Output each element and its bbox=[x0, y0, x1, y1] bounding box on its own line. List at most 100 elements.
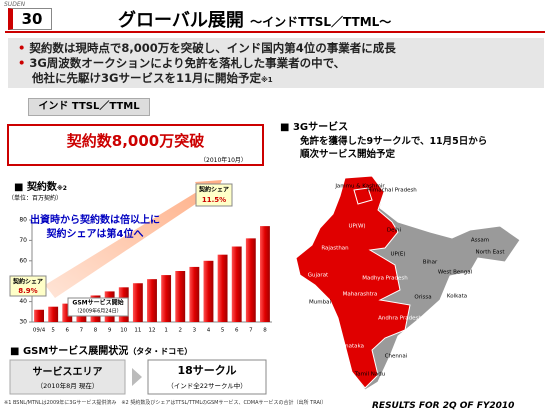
bar bbox=[34, 309, 44, 322]
map-label: Punjab bbox=[313, 196, 332, 202]
map-label: Madhya Pradesh bbox=[362, 276, 408, 282]
x-tick-label: 09/4 bbox=[33, 328, 46, 334]
logo: SUDEN bbox=[4, 1, 26, 8]
chart-title-note: ※2 bbox=[56, 185, 67, 192]
arrow-text: 契約シェアは第4位へ bbox=[47, 227, 144, 240]
share-value: 11.5% bbox=[202, 196, 226, 204]
x-tick-label: 7 bbox=[80, 328, 84, 334]
growth-arrow bbox=[45, 180, 222, 298]
bullet-line: • 契約数は現時点で8,000万を突破し、インド国内第4位の事業者に成長 bbox=[18, 41, 396, 56]
x-tick-label: 12 bbox=[149, 328, 156, 334]
map-label: UP(W) bbox=[348, 224, 365, 230]
page-number: 30 bbox=[8, 8, 52, 30]
bar bbox=[147, 279, 157, 322]
map-label: Karnataka bbox=[336, 344, 364, 350]
chart-title-text: 契約数 bbox=[26, 182, 57, 193]
area-arrow bbox=[132, 368, 142, 386]
gsm-heading-note: （タタ・ドコモ） bbox=[128, 347, 193, 356]
map-label: UP(E) bbox=[390, 252, 405, 258]
section-tab: インド TTSL／TTML bbox=[28, 98, 150, 116]
map-label: Haryana bbox=[306, 214, 329, 220]
area-label: サービスエリア bbox=[32, 367, 103, 378]
map-label: Gujarat bbox=[308, 273, 329, 279]
x-tick-label: 5 bbox=[51, 328, 55, 334]
footer: RESULTS FOR 2Q OF FY2010 bbox=[372, 401, 515, 411]
bar bbox=[175, 271, 186, 322]
3g-heading-text: 3Gサービス bbox=[292, 122, 349, 133]
map-label: Himachal Pradesh bbox=[367, 188, 417, 194]
y-tick-label: 80 bbox=[19, 217, 27, 224]
x-tick-label: 4 bbox=[207, 328, 211, 334]
bullet-line: • 3G周波数オークションにより免許を落札した事業者の中で、 bbox=[18, 56, 396, 71]
bar bbox=[48, 306, 59, 322]
3g-line: 順次サービス開始予定 bbox=[300, 149, 396, 160]
map-label: Andhra Pradesh bbox=[378, 316, 422, 322]
india-map bbox=[295, 175, 521, 391]
map-label: North East bbox=[476, 250, 506, 256]
share-box bbox=[9, 275, 47, 297]
x-tick-label: 6 bbox=[235, 328, 239, 334]
x-tick-label: 3 bbox=[193, 328, 197, 334]
gsm-date: （2009年6月24日） bbox=[74, 308, 121, 315]
footnote: ※1 BSNL/MTNLは2009年に3Gサービス提供済み ※2 契約数及びシェ… bbox=[4, 400, 327, 406]
x-tick-label: 2 bbox=[178, 328, 182, 334]
gsm-box bbox=[67, 297, 129, 317]
bullets: • 契約数は現時点で8,000万を突破し、インド国内第4位の事業者に成長 • 3G… bbox=[18, 41, 396, 88]
map-label: Assam bbox=[471, 238, 489, 244]
x-tick-label: 8 bbox=[94, 328, 98, 334]
map-label: West Bengal bbox=[438, 270, 473, 276]
count-box bbox=[147, 359, 267, 395]
x-tick-label: 10 bbox=[120, 328, 127, 334]
share-value: 8.9% bbox=[18, 287, 37, 295]
bar bbox=[217, 254, 228, 322]
bullet-text: 3G周波数オークションにより免許を落札した事業者の中で、 bbox=[29, 56, 346, 70]
x-tick-label: 1 bbox=[164, 328, 168, 334]
bar bbox=[245, 238, 256, 322]
bar bbox=[260, 226, 270, 322]
title-main: グローバル展開 bbox=[118, 10, 244, 31]
bullet-text: 契約数は現時点で8,000万を突破し、インド国内第4位の事業者に成長 bbox=[29, 41, 396, 55]
share-box bbox=[195, 183, 233, 207]
y-tick-label: 30 bbox=[19, 319, 27, 326]
map-label: Mumbai bbox=[309, 300, 331, 306]
share-label: 契約シェア bbox=[12, 278, 43, 286]
gsm-start: GSMサービス開始 bbox=[72, 299, 123, 307]
area-box bbox=[9, 359, 126, 395]
x-tick-label: 7 bbox=[249, 328, 253, 334]
x-tick-label: 9 bbox=[108, 328, 112, 334]
highlight-box bbox=[7, 124, 264, 166]
highlight-date: （2010年10月） bbox=[200, 157, 247, 164]
bar bbox=[62, 303, 73, 322]
title-sub: ～インドTTSL／TTML～ bbox=[250, 15, 392, 29]
map-label: Delhi bbox=[387, 228, 402, 234]
area-date: （2010年8月 現在） bbox=[36, 382, 99, 390]
map-label: Jammu & Kashmir bbox=[334, 184, 385, 190]
bar bbox=[189, 266, 200, 322]
map-label: Maharashtra bbox=[343, 292, 378, 298]
3g-heading: ■ 3Gサービス bbox=[280, 122, 349, 133]
3g-text: 免許を獲得した9サークルで、11月5日から 順次サービス開始予定 bbox=[300, 135, 487, 161]
3g-line: 免許を獲得した9サークルで、11月5日から bbox=[300, 136, 488, 147]
x-tick-label: 5 bbox=[221, 328, 225, 334]
bullet-line: 他社に先駆け3Gサービスを11月に開始予定※1 bbox=[18, 71, 396, 88]
count-note: （インド全22サークル中） bbox=[167, 382, 247, 390]
arrow-text: 出資時から契約数は倍以上に bbox=[30, 213, 160, 226]
share-label: 契約シェア bbox=[198, 186, 229, 194]
title: グローバル展開 ～インドTTSL／TTML～ bbox=[118, 6, 391, 32]
map-label: Tamil Nadu bbox=[354, 372, 385, 378]
map-label: Kerala bbox=[331, 370, 348, 376]
bar bbox=[132, 283, 143, 322]
bar bbox=[231, 246, 242, 322]
map-label: Chennai bbox=[385, 354, 408, 360]
x-tick-label: 8 bbox=[263, 328, 267, 334]
chart-title: ■ 契約数※2 bbox=[14, 182, 67, 193]
map-label: Orissa bbox=[414, 295, 431, 301]
y-tick-label: 60 bbox=[19, 257, 27, 264]
bullet-text: 他社に先駆け3Gサービスを11月に開始予定 bbox=[32, 71, 261, 85]
map-label: Rajasthan bbox=[321, 246, 349, 252]
highlight-text: 契約数8,000万突破 bbox=[66, 132, 205, 150]
y-tick-label: 70 bbox=[19, 237, 27, 244]
map-label: Bihar bbox=[423, 260, 438, 266]
